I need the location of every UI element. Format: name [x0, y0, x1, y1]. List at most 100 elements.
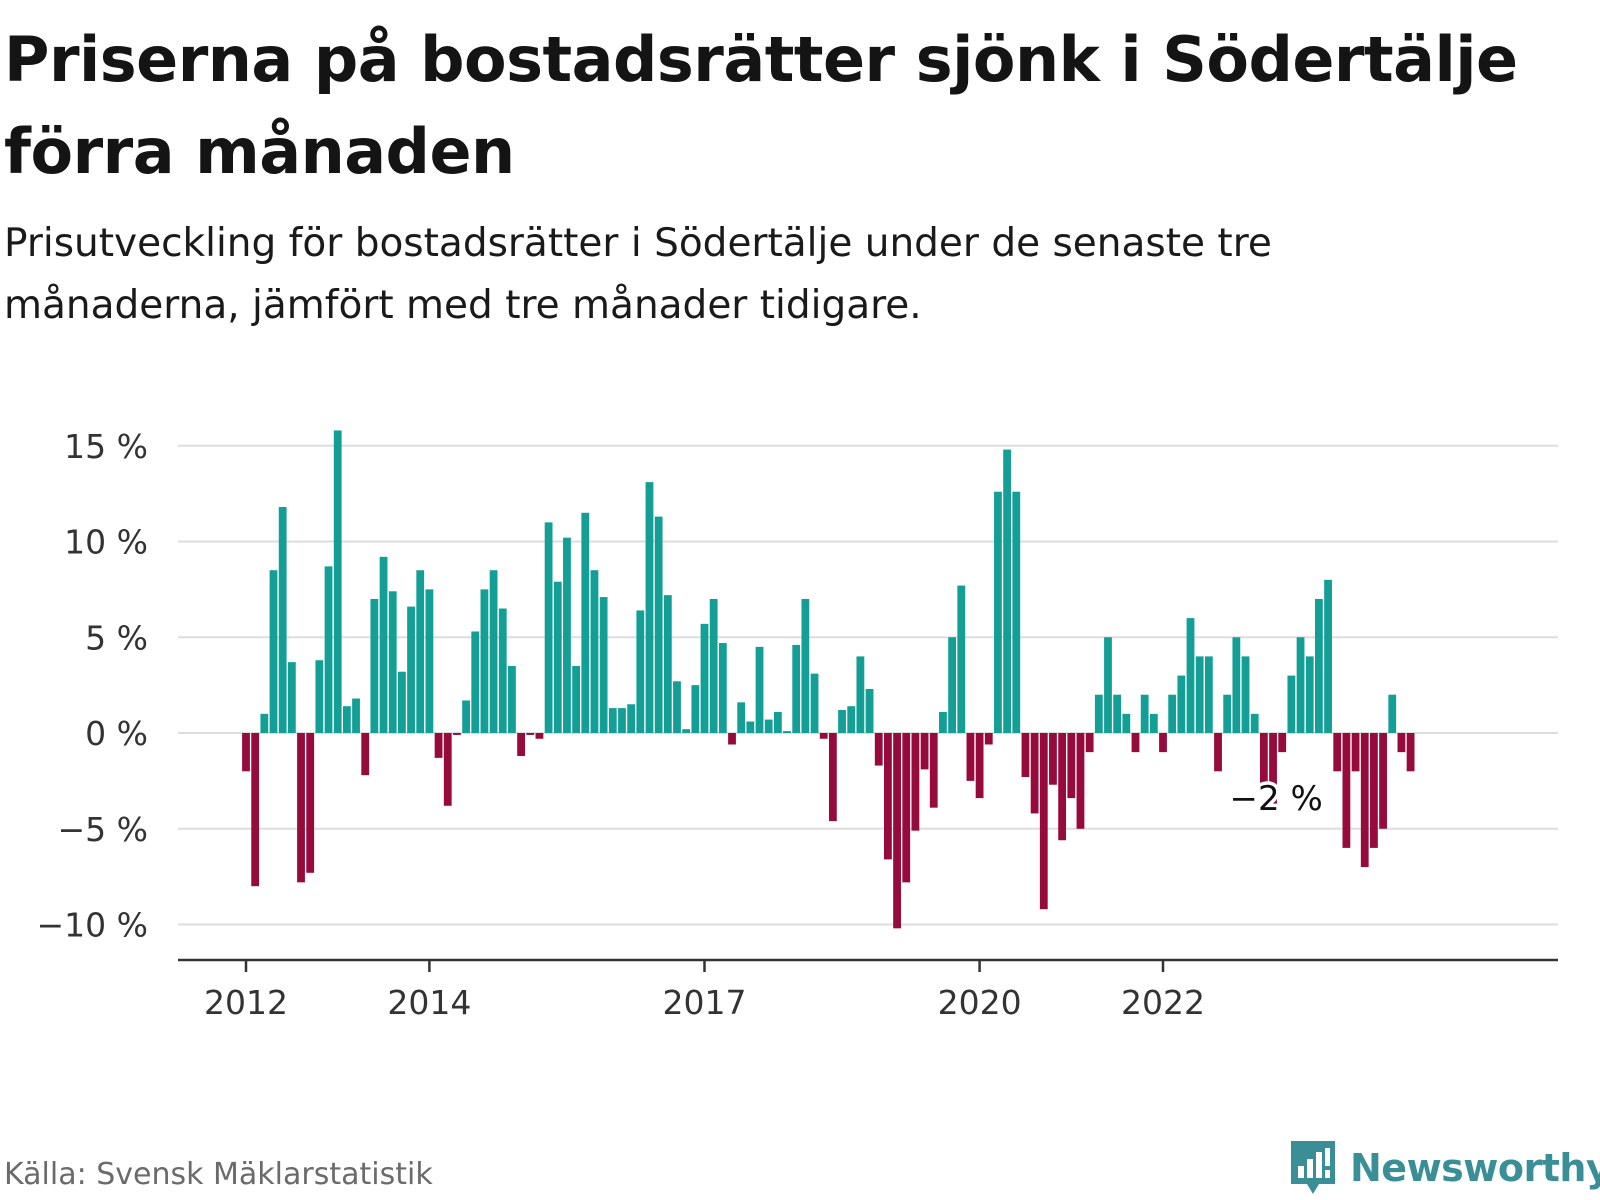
- bar: [1113, 694, 1122, 733]
- x-tick-label: 2020: [938, 983, 1022, 1022]
- bar: [902, 733, 911, 883]
- bar: [1232, 637, 1241, 733]
- x-tick-label: 2022: [1121, 983, 1205, 1022]
- bar: [966, 733, 975, 781]
- bar: [544, 522, 553, 733]
- bar: [682, 729, 691, 733]
- bar: [1067, 733, 1076, 799]
- y-tick-label: −5 %: [58, 810, 149, 849]
- bar: [1397, 733, 1406, 753]
- bar: [673, 681, 681, 733]
- bar: [379, 556, 388, 733]
- bar: [755, 646, 764, 733]
- bar: [361, 733, 370, 776]
- bar: [572, 665, 581, 733]
- bar: [287, 662, 296, 733]
- bar: [434, 733, 443, 758]
- bar: [453, 733, 461, 735]
- bar: [939, 711, 947, 733]
- y-tick-label: 15 %: [64, 427, 148, 466]
- chart-title: Priserna på bostadsrätter sjönk i Södert…: [4, 23, 1518, 188]
- bar: [975, 733, 984, 799]
- bar: [874, 733, 883, 766]
- bar: [1342, 733, 1351, 848]
- bar: [352, 698, 360, 733]
- bar: [260, 713, 269, 733]
- bar: [828, 733, 837, 822]
- bar: [893, 733, 901, 929]
- bar: [636, 610, 645, 733]
- bar: [443, 733, 452, 806]
- bar: [388, 591, 397, 733]
- bar: [737, 702, 746, 733]
- bar: [1094, 694, 1103, 733]
- annotation: −2 %: [1226, 776, 1326, 823]
- bar: [1259, 733, 1268, 791]
- bar: [773, 711, 782, 733]
- bar: [498, 608, 507, 733]
- bar: [1296, 637, 1305, 733]
- bar: [792, 644, 801, 733]
- bar: [984, 733, 993, 745]
- y-axis-labels: 15 % 10 % 5 % 0 % −5 % −10 %: [37, 427, 149, 945]
- x-axis: 2012 2014 2017 2020 2022: [178, 958, 1558, 1022]
- bar: [1269, 733, 1277, 810]
- x-tick-label: 2017: [663, 983, 747, 1022]
- bar: [783, 731, 791, 733]
- bar: [1168, 694, 1177, 733]
- bar: [709, 598, 718, 733]
- y-tick-label: 0 %: [85, 714, 148, 753]
- bar: [1030, 733, 1039, 814]
- bar: [480, 589, 489, 734]
- bar: [269, 570, 278, 733]
- bar: [1314, 598, 1323, 733]
- bar: [526, 733, 535, 735]
- bar: [663, 595, 672, 733]
- bar: [929, 733, 938, 808]
- bar: [462, 700, 470, 733]
- bar: [1287, 675, 1296, 733]
- bar: [242, 733, 250, 772]
- bar: [251, 733, 260, 887]
- bar: [517, 733, 525, 756]
- bar: [801, 598, 810, 733]
- bar: [691, 685, 700, 734]
- bar: [1324, 579, 1332, 733]
- source-note: Källa: Svensk Mäklarstatistik: [4, 1157, 433, 1192]
- bar: [1278, 733, 1287, 753]
- bar: [948, 637, 956, 733]
- bar: [471, 631, 480, 733]
- bar: [397, 671, 406, 733]
- bar: [333, 430, 342, 733]
- brand-name: Newsworthy: [1350, 1146, 1600, 1190]
- bar: [1379, 733, 1387, 829]
- bar: [865, 688, 874, 733]
- bar: [1076, 733, 1085, 829]
- bar: [1049, 733, 1057, 785]
- bar: [535, 733, 544, 739]
- bar: [746, 721, 755, 733]
- bar: [645, 482, 654, 733]
- bar: [700, 623, 709, 733]
- bar: [1021, 733, 1030, 778]
- bar: [278, 507, 287, 733]
- bar: [297, 733, 305, 883]
- bar: [654, 516, 663, 733]
- chart-subtitle: Prisutveckling för bostadsrätter i Söder…: [4, 221, 1272, 328]
- bar: [847, 706, 856, 733]
- bar: [1058, 733, 1067, 841]
- bar: [856, 656, 865, 733]
- bar: [1131, 733, 1140, 753]
- bar: [618, 708, 626, 733]
- bar: [1140, 694, 1149, 733]
- bar-chart-speech-bubble-icon: [1291, 1141, 1335, 1194]
- bar: [1149, 713, 1158, 733]
- x-tick-label: 2012: [204, 983, 288, 1022]
- bar: [1214, 733, 1222, 772]
- last-value-label: −2 %: [1230, 779, 1323, 819]
- bar: [764, 719, 773, 733]
- bar: [819, 733, 828, 739]
- bar: [1360, 733, 1369, 868]
- bar: [920, 733, 929, 770]
